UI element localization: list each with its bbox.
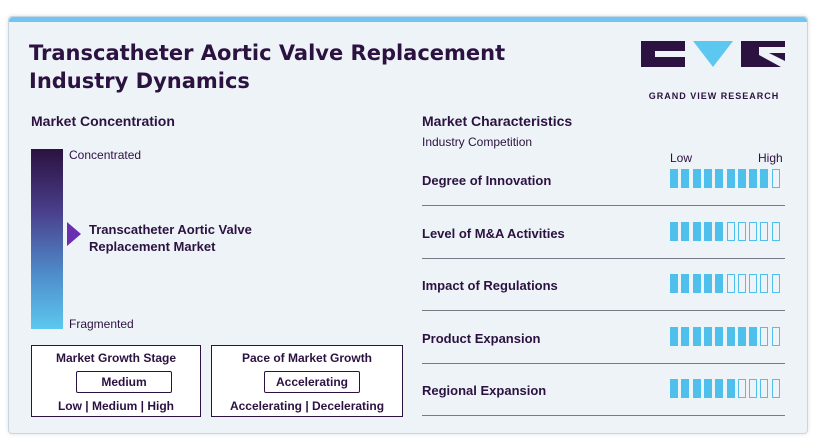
title-line-2: Industry Dynamics: [29, 69, 250, 93]
market-characteristics-heading: Market Characteristics: [422, 113, 573, 129]
characteristic-row: Regional Expansion: [422, 379, 785, 435]
rating-segment-filled: [749, 326, 758, 346]
rating-segment-filled: [703, 379, 712, 398]
rating-segment-filled: [681, 274, 690, 293]
growth-stage-scale: Low | Medium | High: [57, 399, 175, 413]
rating-segment-filled: [715, 379, 724, 398]
rating-segment-filled: [681, 169, 690, 188]
logo-text: GRAND VIEW RESEARCH: [648, 91, 780, 101]
rating-segment-filled: [726, 379, 735, 398]
growth-stage-title: Market Growth Stage: [55, 351, 177, 365]
rating-segment-empty: [760, 221, 769, 241]
pace-of-growth-box: Pace of Market Growth Accelerating Accel…: [211, 345, 403, 417]
rating-segment-filled: [715, 274, 724, 293]
growth-stage-value: Medium: [76, 371, 172, 393]
rating-segment-empty: [771, 221, 780, 241]
rating-segment-empty: [760, 379, 769, 398]
rating-segment-empty: [771, 274, 780, 293]
scale-high-label: High: [758, 151, 783, 165]
rating-segment-empty: [771, 379, 780, 398]
rating-segment-filled: [670, 379, 678, 398]
page-title: Transcatheter Aortic Valve Replacement I…: [29, 39, 529, 95]
title-line-1: Transcatheter Aortic Valve Replacement: [29, 41, 506, 65]
characteristic-label: Degree of Innovation: [422, 173, 552, 188]
characteristic-row: Degree of Innovation: [422, 169, 785, 225]
row-divider: [422, 415, 785, 416]
grand-view-research-logo: GRAND VIEW RESEARCH: [639, 41, 789, 103]
pace-of-growth-scale: Accelerating | Decelerating: [229, 399, 385, 413]
characteristic-label: Regional Expansion: [422, 383, 547, 398]
logo-mark-icon: [641, 41, 785, 67]
rating-segment-empty: [749, 379, 758, 398]
rating-segment-filled: [681, 326, 690, 346]
rating-segment-empty: [737, 274, 746, 293]
rating-segment-filled: [670, 221, 678, 241]
rating-segment-filled: [703, 221, 712, 241]
rating-segment-filled: [715, 326, 724, 346]
characteristic-label: Impact of Regulations: [422, 278, 558, 293]
rating-segment-filled: [726, 326, 735, 346]
rating-segment-filled: [692, 379, 701, 398]
characteristic-row: Impact of Regulations: [422, 274, 785, 330]
rating-segment-filled: [681, 379, 690, 398]
rating-segment-empty: [737, 221, 746, 241]
market-growth-stage-box: Market Growth Stage Medium Low | Medium …: [31, 345, 201, 417]
rating-segment-empty: [771, 169, 780, 188]
rating-segment-filled: [703, 169, 712, 188]
row-divider: [422, 362, 785, 364]
pace-of-growth-value: Accelerating: [264, 371, 360, 393]
rating-segment-empty: [726, 274, 735, 293]
rating-segment-empty: [749, 221, 758, 241]
industry-competition-subheading: Industry Competition: [422, 135, 533, 149]
pace-of-growth-title: Pace of Market Growth: [241, 351, 373, 365]
rating-segment-filled: [692, 274, 701, 293]
row-divider: [422, 310, 785, 311]
rating-segment-filled: [692, 221, 701, 241]
rating-segment-filled: [670, 169, 678, 188]
rating-segment-filled: [749, 169, 758, 188]
rating-segment-empty: [737, 379, 746, 398]
rating-segment-empty: [749, 274, 758, 293]
rating-segment-empty: [760, 274, 769, 293]
characteristic-row: Level of M&A Activities: [422, 221, 785, 278]
rating-segment-filled: [703, 274, 712, 293]
market-position-line-1: Transcatheter Aortic Valve: [89, 222, 252, 237]
rating-segment-filled: [703, 326, 712, 346]
rating-segment-filled: [681, 221, 690, 241]
characteristic-label: Level of M&A Activities: [422, 225, 565, 241]
row-divider: [422, 205, 785, 206]
card-accent-line: [9, 17, 807, 22]
rating-segment-filled: [737, 169, 746, 188]
concentrated-label: Concentrated: [69, 148, 142, 162]
characteristic-label: Product Expansion: [422, 330, 541, 346]
rating-segment-filled: [670, 274, 678, 293]
rating-segment-filled: [760, 169, 769, 188]
rating-segment-filled: [715, 169, 724, 188]
scale-low-label: Low: [670, 151, 693, 165]
rating-segment-filled: [692, 169, 701, 188]
industry-dynamics-card: Transcatheter Aortic Valve Replacement I…: [8, 16, 808, 434]
market-position-label: Transcatheter Aortic Valve Replacement M…: [89, 221, 289, 255]
characteristic-row: Product Expansion: [422, 326, 785, 383]
rating-segment-filled: [715, 221, 724, 241]
rating-segment-filled: [726, 169, 735, 188]
market-position-line-2: Replacement Market: [89, 239, 216, 254]
row-divider: [422, 257, 785, 259]
rating-segment-empty: [726, 221, 735, 241]
rating-segment-filled: [692, 326, 701, 346]
market-position-arrow-icon: [67, 222, 81, 246]
fragmented-label: Fragmented: [69, 317, 134, 331]
market-concentration-heading: Market Concentration: [31, 113, 175, 129]
rating-segment-empty: [771, 326, 780, 346]
rating-segment-empty: [760, 326, 769, 346]
rating-segment-filled: [737, 326, 746, 346]
rating-segment-filled: [670, 326, 678, 346]
concentration-gradient-bar: [31, 149, 63, 329]
